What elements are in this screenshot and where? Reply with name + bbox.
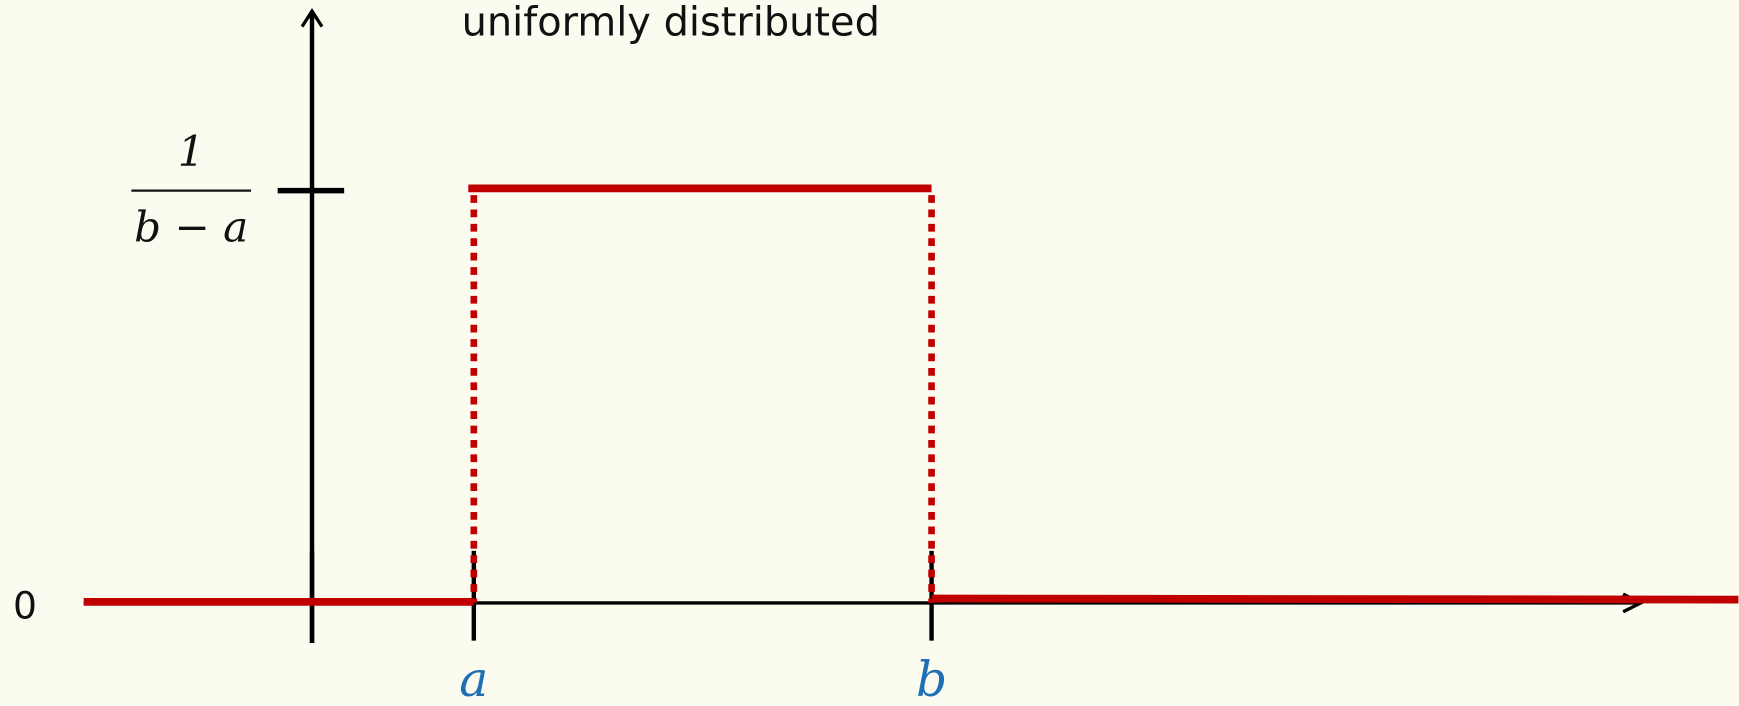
- y-arrow: [300, 8, 324, 28]
- fraction-denominator: b − a: [134, 203, 248, 252]
- fraction-numerator: 1: [178, 127, 205, 176]
- density-right: [931, 594, 1739, 604]
- zero-label: 0: [13, 583, 37, 627]
- x-label: b: [916, 652, 947, 706]
- title: uniformly distributed: [462, 0, 880, 45]
- x-label: a: [459, 652, 488, 706]
